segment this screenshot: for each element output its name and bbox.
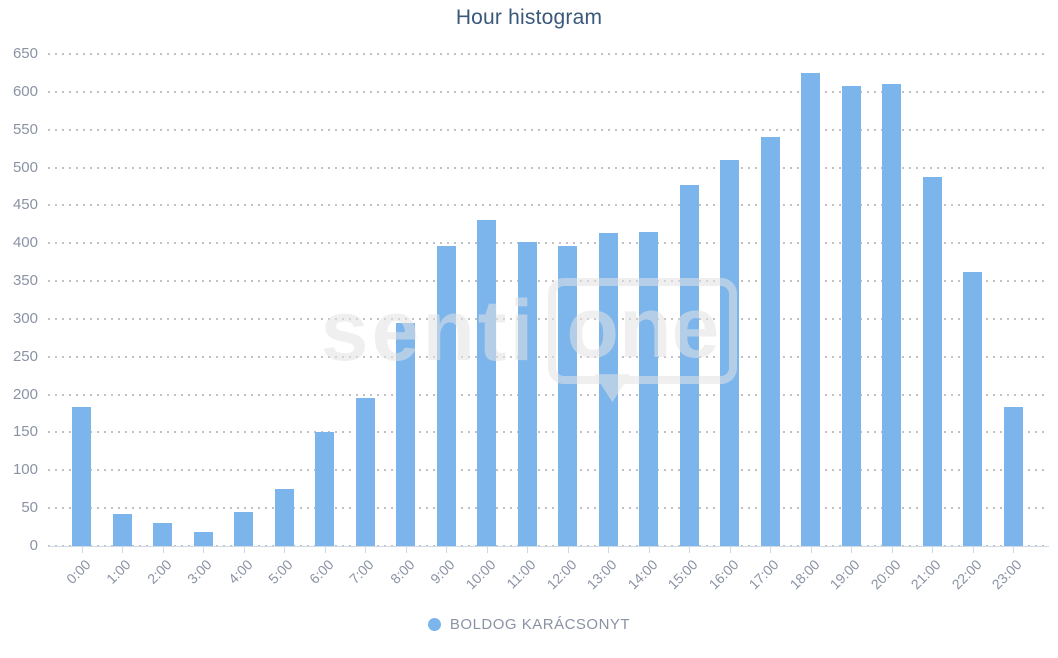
y-axis-label-250: 250 [12, 347, 38, 365]
x-axis-tick-16:00 [729, 547, 731, 553]
bar-16:00[interactable] [720, 159, 739, 546]
y-gridline-100 [48, 469, 1048, 472]
x-axis-tick-20:00 [891, 547, 893, 553]
bar-18:00[interactable] [801, 72, 820, 546]
y-gridline-400 [48, 242, 1048, 245]
bar-0:00[interactable] [72, 407, 91, 546]
y-axis-label-150: 150 [12, 423, 38, 441]
bar-3:00[interactable] [193, 532, 213, 546]
x-axis-tick-21:00 [932, 547, 933, 553]
bar-10:00[interactable] [477, 219, 496, 546]
y-gridline-600 [48, 90, 1048, 93]
x-axis-tick-22:00 [972, 547, 974, 553]
bar-2:00[interactable] [153, 523, 172, 546]
x-axis-tick-8:00 [405, 547, 407, 553]
bar-5:00[interactable] [274, 489, 294, 546]
x-axis-tick-23:00 [1013, 547, 1014, 553]
bar-13:00[interactable] [598, 233, 618, 546]
bar-23:00[interactable] [1003, 407, 1023, 546]
x-axis-tick-19:00 [851, 547, 852, 553]
x-axis-tick-0:00 [81, 547, 83, 553]
y-gridline-250 [48, 355, 1048, 358]
y-gridline-50 [48, 507, 1048, 510]
bar-4:00[interactable] [234, 511, 253, 546]
y-axis-label-350: 350 [12, 272, 38, 290]
x-axis-tick-2:00 [162, 547, 164, 553]
bar-20:00[interactable] [882, 83, 901, 546]
x-axis-tick-1:00 [122, 547, 123, 553]
legend-series-label: BOLDOG KARÁCSONYT [449, 616, 631, 633]
bar-9:00[interactable] [436, 245, 456, 546]
legend-series-marker-icon [427, 618, 441, 631]
y-axis-label-200: 200 [12, 385, 38, 403]
y-axis-label-300: 300 [12, 309, 38, 327]
x-axis-tick-18:00 [810, 547, 812, 553]
y-gridline-550 [48, 128, 1048, 131]
bar-6:00[interactable] [315, 431, 334, 546]
bar-19:00[interactable] [841, 85, 861, 546]
x-axis-tick-5:00 [284, 547, 285, 553]
x-axis-tick-10:00 [486, 547, 488, 553]
bar-15:00[interactable] [679, 184, 699, 546]
bar-1:00[interactable] [112, 514, 132, 546]
x-axis-tick-3:00 [203, 547, 204, 553]
y-axis-label-0: 0 [29, 537, 38, 554]
y-gridline-150 [48, 431, 1048, 434]
bar-14:00[interactable] [639, 231, 658, 546]
bar-12:00[interactable] [558, 245, 577, 546]
y-axis-label-650: 650 [12, 45, 38, 62]
x-axis-tick-12:00 [567, 547, 569, 553]
watermark-text-senti: senti [320, 283, 537, 379]
x-axis-tick-4:00 [243, 547, 245, 553]
chart-title: Hour histogram [455, 6, 603, 29]
x-axis-tick-14:00 [648, 547, 650, 553]
x-axis-tick-7:00 [365, 547, 366, 553]
y-axis-label-400: 400 [12, 234, 38, 252]
bar-17:00[interactable] [760, 137, 780, 546]
x-axis-line [48, 546, 1049, 547]
legend-item[interactable]: BOLDOG KARÁCSONYT [0, 616, 1058, 633]
bar-11:00[interactable] [517, 241, 537, 546]
bar-21:00[interactable] [922, 177, 942, 546]
y-axis-label-500: 500 [12, 158, 38, 176]
y-gridline-450 [48, 204, 1048, 207]
bar-8:00[interactable] [396, 322, 415, 546]
y-axis-label-100: 100 [12, 461, 38, 479]
y-axis-label-550: 550 [12, 120, 38, 138]
x-axis-tick-11:00 [527, 547, 528, 553]
y-gridline-200 [48, 393, 1048, 396]
x-axis-tick-17:00 [770, 547, 771, 553]
bar-7:00[interactable] [355, 398, 375, 546]
x-axis-tick-6:00 [324, 547, 326, 553]
x-axis-tick-15:00 [689, 547, 690, 553]
y-axis-label-600: 600 [12, 82, 38, 100]
bar-22:00[interactable] [963, 271, 982, 546]
y-axis-label-50: 50 [21, 499, 38, 517]
y-gridline-500 [48, 166, 1048, 169]
y-gridline-300 [48, 317, 1048, 320]
y-gridline-650 [48, 53, 1048, 55]
x-axis-tick-9:00 [446, 547, 447, 553]
y-axis-label-450: 450 [12, 196, 38, 214]
y-gridline-350 [48, 280, 1048, 283]
x-axis-tick-13:00 [608, 547, 609, 553]
